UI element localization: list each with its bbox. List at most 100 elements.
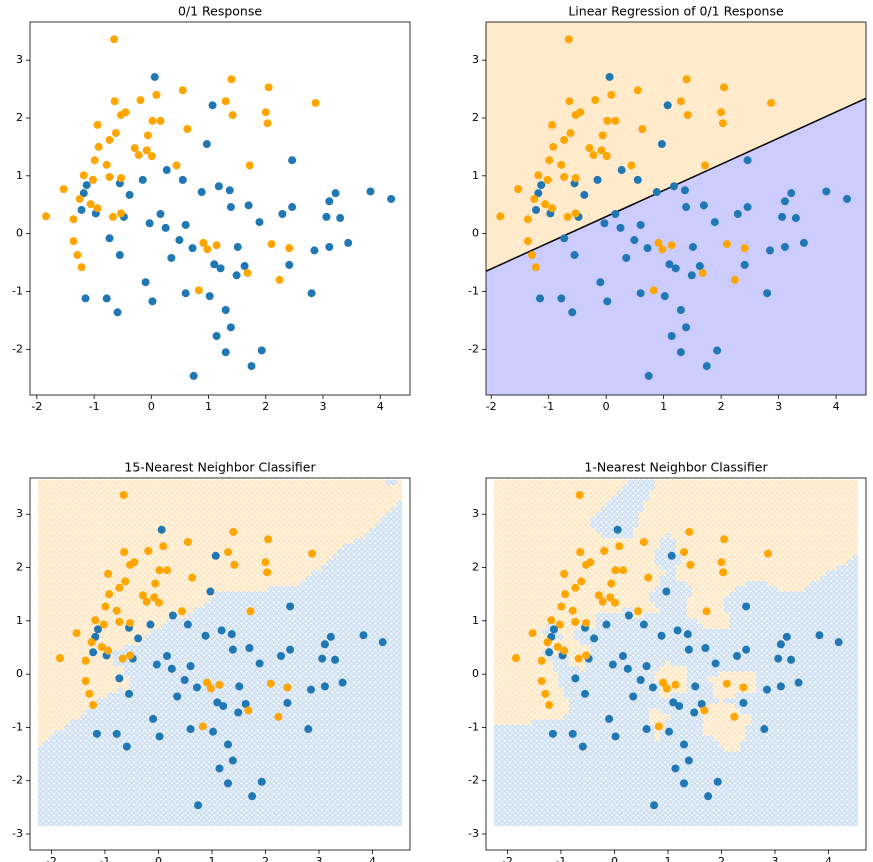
mesh-point <box>48 516 55 523</box>
point <box>203 678 212 687</box>
point <box>310 246 319 255</box>
mesh-point <box>166 575 173 582</box>
mesh-point <box>187 676 194 683</box>
mesh-point <box>214 516 221 523</box>
mesh-point <box>59 692 66 699</box>
mesh-point <box>326 569 333 576</box>
point <box>163 652 172 661</box>
point <box>320 682 329 691</box>
mesh-point <box>43 623 49 630</box>
mesh-point <box>337 804 344 811</box>
mesh-point <box>300 665 306 672</box>
mesh-point <box>364 719 371 725</box>
mesh-point <box>353 527 360 534</box>
mesh-point <box>267 793 274 800</box>
mesh-point <box>209 751 215 757</box>
mesh-point <box>139 575 146 582</box>
mesh-point <box>193 527 199 534</box>
mesh-point <box>150 601 156 608</box>
mesh-point <box>374 633 381 640</box>
point <box>682 323 691 332</box>
mesh-point <box>353 495 360 502</box>
mesh-point <box>267 671 274 678</box>
mesh-point <box>257 633 264 640</box>
mesh-point <box>348 799 355 805</box>
point <box>149 714 158 723</box>
mesh-point <box>348 628 355 635</box>
mesh-point <box>499 511 505 518</box>
mesh-point <box>385 681 392 688</box>
mesh-point <box>369 703 376 710</box>
point <box>593 175 602 184</box>
mesh-point <box>391 756 397 763</box>
mesh-point <box>289 591 296 598</box>
mesh-point <box>305 596 312 603</box>
y-tick-label: -1 <box>468 284 479 297</box>
point <box>101 602 110 611</box>
mesh-point <box>139 713 146 720</box>
mesh-point <box>198 548 205 555</box>
mesh-point <box>353 607 360 614</box>
mesh-point <box>374 548 381 555</box>
mesh-point <box>214 591 221 598</box>
mesh-point <box>43 511 49 518</box>
mesh-point <box>369 767 376 773</box>
mesh-point <box>176 564 183 571</box>
mesh-point <box>176 548 183 555</box>
mesh-point <box>219 649 226 656</box>
mesh-point <box>396 724 403 731</box>
mesh-point <box>160 500 167 507</box>
mesh-point <box>203 575 210 582</box>
mesh-point <box>348 511 355 518</box>
mesh-point <box>300 655 306 662</box>
mesh-point <box>380 564 387 571</box>
mesh-point <box>300 809 306 816</box>
mesh-point <box>53 633 60 640</box>
mesh-point <box>374 479 381 486</box>
mesh-point <box>358 729 365 736</box>
mesh-point <box>385 633 392 640</box>
mesh-point <box>209 809 215 816</box>
mesh-point <box>91 569 98 576</box>
mesh-point <box>123 500 130 507</box>
point <box>227 75 236 84</box>
point <box>155 732 164 741</box>
mesh-point <box>262 617 269 624</box>
mesh-point <box>305 777 312 784</box>
mesh-point <box>391 815 397 821</box>
mesh-point <box>369 665 376 672</box>
mesh-point <box>48 623 55 630</box>
mesh-point <box>43 564 49 571</box>
mesh-point <box>160 559 167 566</box>
mesh-point <box>160 804 167 811</box>
mesh-point <box>230 506 237 512</box>
mesh-point <box>182 585 189 592</box>
mesh-point <box>235 729 242 736</box>
mesh-point <box>69 490 76 496</box>
mesh-point <box>493 815 500 821</box>
mesh-point <box>267 548 274 555</box>
mesh-point <box>187 815 194 821</box>
mesh-point <box>353 521 360 528</box>
mesh-point <box>107 660 114 667</box>
mesh-point <box>251 804 258 811</box>
mesh-point <box>43 601 49 608</box>
mesh-point <box>326 490 333 496</box>
mesh-point <box>353 719 360 725</box>
mesh-point <box>284 751 290 757</box>
mesh-point <box>134 692 140 699</box>
mesh-point <box>176 703 183 710</box>
mesh-point <box>107 511 114 518</box>
mesh-point <box>107 772 114 779</box>
mesh-point <box>316 788 322 795</box>
mesh-point <box>75 639 82 646</box>
mesh-point <box>64 735 71 741</box>
mesh-point <box>144 500 151 507</box>
mesh-point <box>155 820 162 827</box>
mesh-point <box>85 500 92 507</box>
mesh-point <box>391 793 397 800</box>
mesh-point <box>241 692 247 699</box>
mesh-point <box>187 745 194 752</box>
mesh-point <box>187 697 194 704</box>
mesh-point <box>128 537 135 544</box>
